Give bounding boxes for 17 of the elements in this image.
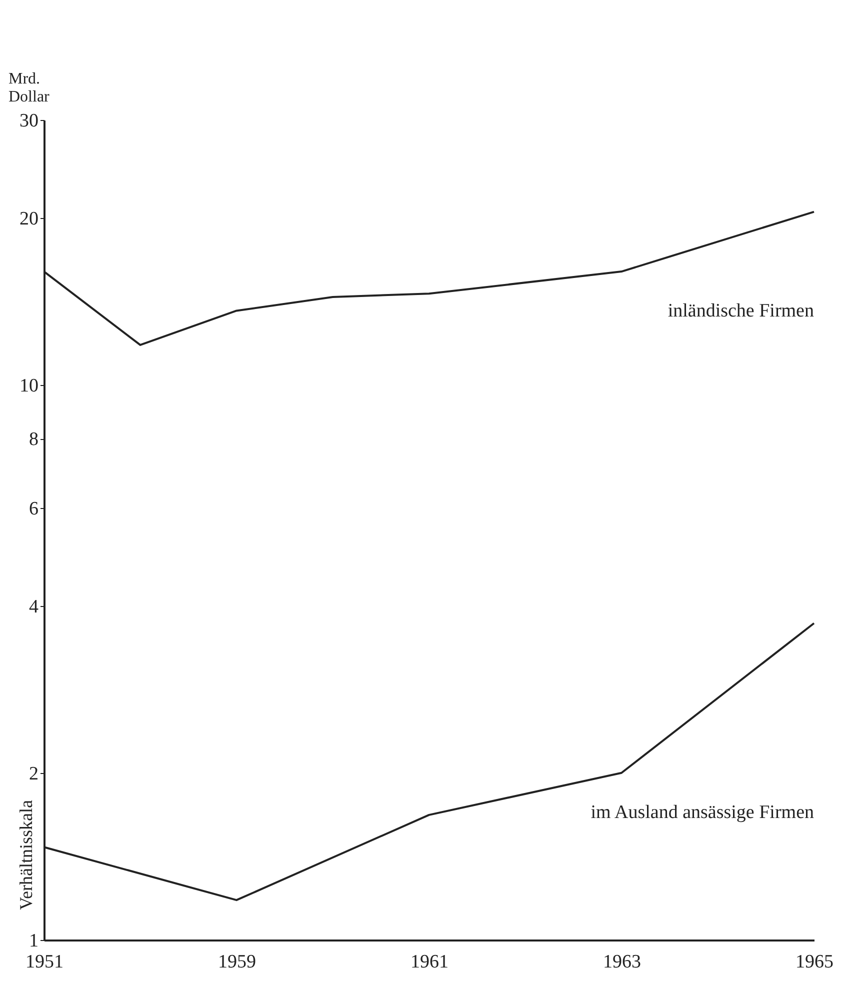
text: Verhältnisskala <box>16 800 36 910</box>
y-tick-label: 30 <box>20 110 38 132</box>
x-tick-label: 1959 <box>218 952 256 972</box>
series-label: im Ausland ansässige Firmen <box>590 802 814 823</box>
x-tick-label: 1963 <box>603 952 641 972</box>
y-axis-title: Mrd. Dollar <box>8 70 50 106</box>
text: inländische Firmen <box>668 300 814 322</box>
y-tick-label: 10 <box>20 375 38 396</box>
y-tick-label: 1 <box>29 930 38 952</box>
y-tick-label: 4 <box>29 596 39 618</box>
x-tick-label: 1965 <box>796 952 834 972</box>
y-tick-label: 20 <box>20 208 38 230</box>
y-tick-label: 2 <box>29 763 38 784</box>
y-tick-label: 6 <box>29 498 38 520</box>
y-tick-label: 8 <box>29 429 38 450</box>
x-tick-label: 1961 <box>410 952 448 972</box>
x-tick-label: 1951 <box>26 952 64 972</box>
